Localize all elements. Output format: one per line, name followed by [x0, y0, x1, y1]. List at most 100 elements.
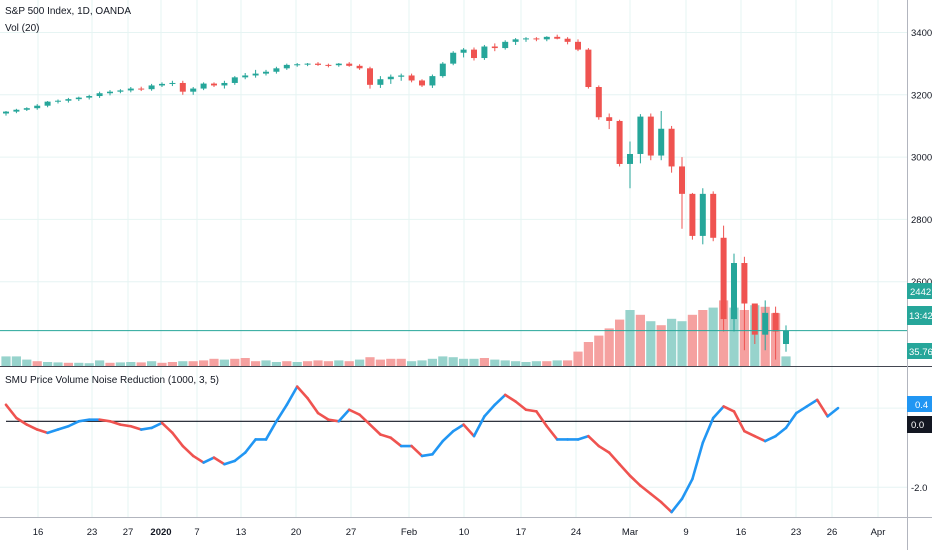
candle-body [450, 52, 457, 64]
indicator-segment [462, 423, 476, 438]
indicator-segment [410, 444, 424, 458]
candle-body [55, 100, 61, 102]
candle-body [699, 193, 706, 236]
indicator-segment [628, 474, 642, 487]
indicator-segment [243, 438, 257, 454]
candle-body [179, 82, 186, 92]
candle-body [356, 65, 363, 69]
volume-bar [469, 358, 479, 366]
volume-bar [115, 362, 125, 366]
indicator-segment [514, 400, 528, 412]
time-axis-label: 2020 [150, 527, 171, 538]
candle-body [429, 76, 436, 86]
volume-bar [448, 357, 458, 366]
indicator-segment [784, 411, 798, 430]
indicator-segment [607, 451, 621, 466]
volume-bar [573, 351, 583, 366]
candle-body [533, 38, 540, 40]
indicator-segment [171, 431, 185, 448]
volume-bar [500, 360, 510, 366]
indicator-segment [181, 444, 195, 458]
candle-body [377, 79, 384, 85]
volume-badge [907, 343, 932, 359]
time-axis-label: 16 [736, 527, 747, 538]
candle-body [627, 153, 633, 164]
volume-bar [531, 361, 541, 366]
candle-body [439, 63, 446, 77]
indicator-axis[interactable]: 0.4 0.0 -2.0 [907, 396, 932, 494]
time-axis-label: 13 [236, 527, 247, 538]
volume-bar [708, 307, 718, 366]
candle-body [554, 36, 561, 39]
indicator-tick-label: -2.0 [911, 483, 927, 494]
volume-bar [604, 328, 614, 366]
countdown-badge [907, 306, 932, 325]
volume-bar [396, 358, 406, 366]
countdown-label: 13:42:59 [909, 311, 932, 322]
last-price-badge [907, 283, 932, 299]
volume-bar [563, 360, 573, 366]
candle-body [252, 73, 259, 76]
symbol-legend[interactable]: S&P 500 Index, 1D, OANDA [5, 6, 131, 17]
indicator-segment [98, 418, 112, 423]
candle-body [606, 117, 613, 121]
candle-body [34, 105, 41, 109]
candle-body [86, 96, 93, 98]
volume-bar [323, 361, 333, 366]
volume-bar [84, 363, 94, 366]
indicator-segment [212, 456, 226, 466]
volume-bar [313, 360, 323, 366]
time-axis-label: 27 [123, 527, 134, 538]
indicator-segment [826, 406, 840, 418]
indicator-segment [763, 434, 777, 443]
indicator-segment [108, 419, 122, 426]
indicator-segment [337, 408, 351, 423]
candle-body [679, 166, 685, 194]
candle-body [263, 71, 269, 74]
candle-body [44, 101, 51, 106]
indicator-segment [680, 477, 694, 501]
candle-body [3, 111, 9, 114]
candle-body [117, 90, 124, 92]
volume-bar [490, 359, 500, 366]
indicator-segment [691, 441, 705, 481]
volume-bar [188, 361, 198, 366]
candle-body [398, 75, 405, 77]
candle-body [731, 263, 737, 320]
candle-body [491, 46, 498, 49]
candlesticks [3, 34, 789, 360]
indicator-segment [316, 411, 330, 421]
indicator-segment [503, 393, 517, 403]
indicator-segment [774, 426, 788, 438]
volume-bar [22, 359, 32, 366]
time-axis-label: 9 [683, 527, 688, 538]
indicator-segment [649, 492, 663, 504]
time-axis-label: 7 [194, 527, 199, 538]
time-axis-label: 10 [459, 527, 470, 538]
indicator-segment [483, 403, 497, 418]
price-axis[interactable]: 3400.0 3200.0 3000.0 2800.0 2600.0 2442.… [907, 28, 932, 359]
volume-bar [511, 361, 521, 366]
indicator-legend[interactable]: SMU Price Volume Noise Reduction (1000, … [5, 375, 219, 386]
volume-bar [635, 314, 645, 366]
time-axis-label: Mar [622, 527, 638, 538]
volume-bar [74, 362, 84, 366]
candle-body [138, 88, 145, 90]
time-axis[interactable]: 16 23 27 2020 7 13 20 27 Feb 10 17 24 Mar 9 16 23 26 Apr [33, 527, 886, 538]
indicator-segment [451, 423, 465, 433]
indicator-segment [441, 429, 455, 443]
volume-legend[interactable]: Vol (20) [5, 23, 39, 34]
indicator-segment [722, 405, 736, 413]
candle-body [637, 116, 644, 154]
candle-body [315, 63, 321, 65]
volume-bar [407, 361, 417, 366]
volume-value-label: 35.768K [909, 347, 932, 358]
indicator-segment [670, 497, 684, 514]
volume-bar [43, 362, 53, 366]
candle-body [283, 64, 290, 69]
volume-bar [167, 362, 177, 366]
volume-bar [303, 361, 313, 366]
time-axis-label: 16 [33, 527, 44, 538]
